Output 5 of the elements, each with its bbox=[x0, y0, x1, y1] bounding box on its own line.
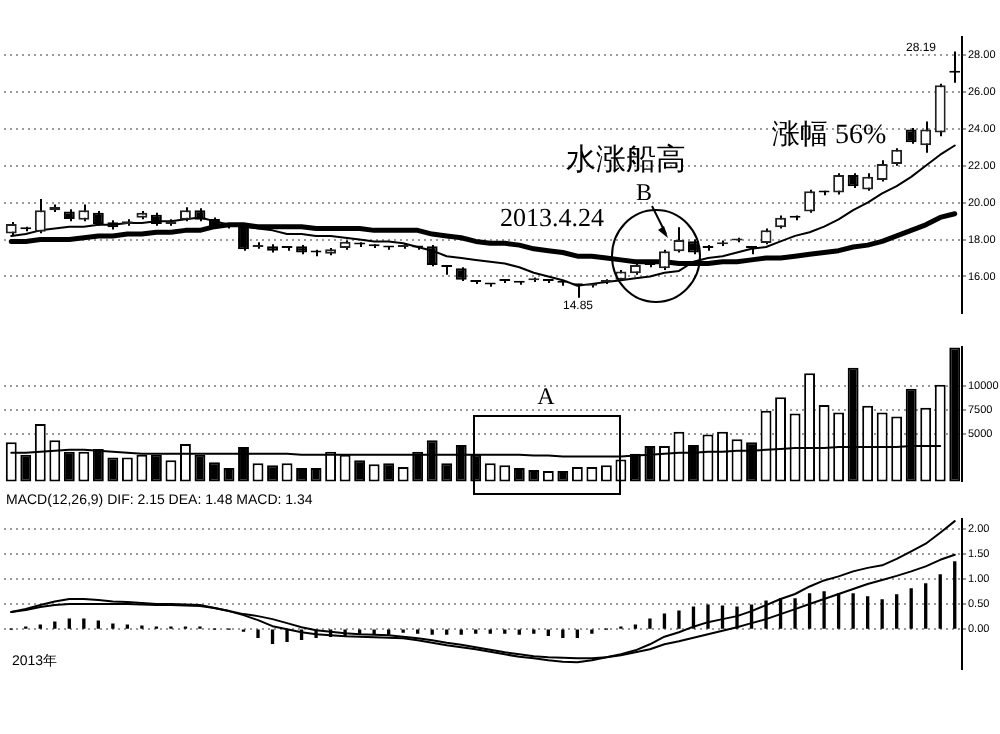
annotation: B bbox=[636, 178, 653, 207]
annotation: 2013.4.24 bbox=[500, 201, 605, 232]
annotation: 水涨船高 bbox=[566, 142, 686, 177]
annotation: 涨幅 56% bbox=[772, 119, 887, 152]
annotation: A bbox=[537, 382, 556, 411]
